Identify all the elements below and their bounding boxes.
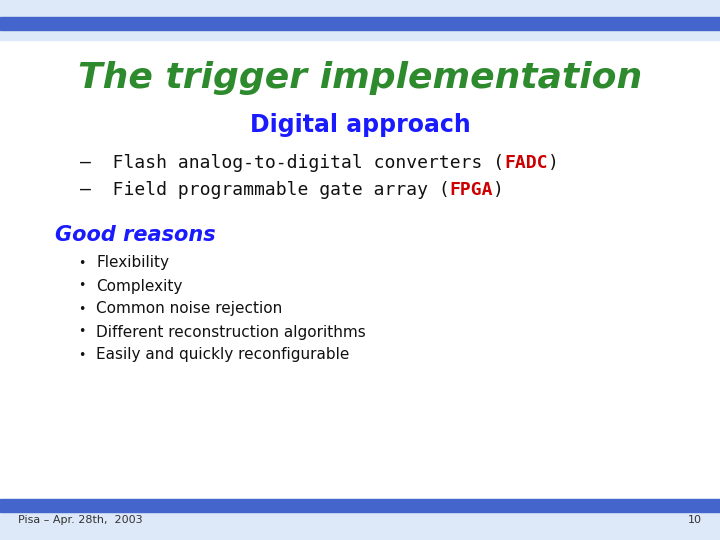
Text: •: • xyxy=(78,348,86,361)
Text: •: • xyxy=(78,280,86,293)
Text: 10: 10 xyxy=(688,515,702,525)
Text: Digital approach: Digital approach xyxy=(250,113,470,137)
Text: •: • xyxy=(78,326,86,339)
Text: Easily and quickly reconfigurable: Easily and quickly reconfigurable xyxy=(96,348,349,362)
Text: The trigger implementation: The trigger implementation xyxy=(78,61,642,95)
Text: Different reconstruction algorithms: Different reconstruction algorithms xyxy=(96,325,366,340)
Bar xyxy=(0,17,720,30)
Bar xyxy=(0,500,720,540)
Text: FADC: FADC xyxy=(504,154,548,172)
Bar xyxy=(0,0,720,40)
Text: –  Flash analog-to-digital converters (: – Flash analog-to-digital converters ( xyxy=(80,154,504,172)
Text: FPGA: FPGA xyxy=(450,181,493,199)
Text: Common noise rejection: Common noise rejection xyxy=(96,301,282,316)
Text: Complexity: Complexity xyxy=(96,279,182,294)
Text: –  Field programmable gate array (: – Field programmable gate array ( xyxy=(80,181,450,199)
Text: ): ) xyxy=(493,181,504,199)
Text: ): ) xyxy=(548,154,559,172)
Text: •: • xyxy=(78,256,86,269)
Text: •: • xyxy=(78,302,86,315)
Text: Good reasons: Good reasons xyxy=(55,225,215,245)
Text: Pisa – Apr. 28th,  2003: Pisa – Apr. 28th, 2003 xyxy=(18,515,143,525)
Text: Flexibility: Flexibility xyxy=(96,255,169,271)
Bar xyxy=(0,499,720,512)
